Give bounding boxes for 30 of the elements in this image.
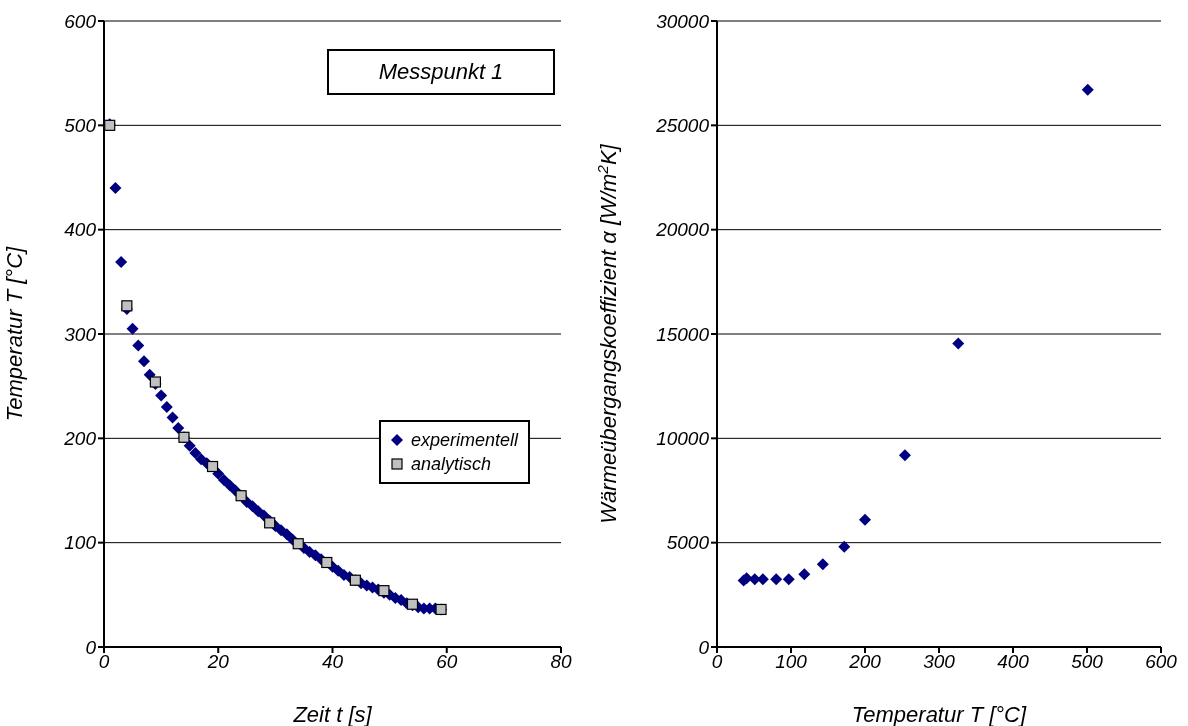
y-tick-label: 0 bbox=[85, 636, 97, 658]
y-tick-label: 30000 bbox=[656, 10, 710, 32]
y-tick-label: 300 bbox=[64, 323, 97, 345]
x-tick-label: 400 bbox=[997, 651, 1030, 673]
x-tick-label: 500 bbox=[1071, 651, 1104, 673]
x-tick-label: 80 bbox=[550, 651, 572, 673]
y-tick-label: 15000 bbox=[656, 323, 710, 345]
annotation: Messpunkt 1 bbox=[327, 49, 555, 95]
y-tick-label: 25000 bbox=[655, 115, 710, 137]
y-tick-label: 20000 bbox=[655, 219, 710, 241]
x-axis-title: Temperatur T [°C] bbox=[851, 702, 1028, 726]
y-tick-label: 5000 bbox=[666, 532, 710, 554]
x-tick-label: 200 bbox=[848, 651, 882, 673]
y-tick-label: 10000 bbox=[656, 428, 710, 450]
x-tick-label: 60 bbox=[436, 651, 458, 673]
y-tick-label: 100 bbox=[64, 532, 97, 554]
y-tick-label: 400 bbox=[64, 219, 97, 241]
y-tick-label: 0 bbox=[698, 636, 710, 658]
x-tick-label: 100 bbox=[775, 651, 808, 673]
x-tick-label: 40 bbox=[321, 651, 344, 673]
y-tick-label: 500 bbox=[64, 115, 97, 137]
x-tick-label: 600 bbox=[1145, 651, 1178, 673]
x-tick-label: 20 bbox=[206, 651, 230, 673]
x-tick-label: 300 bbox=[923, 651, 956, 673]
legend-label: experimentell bbox=[410, 429, 518, 452]
legend-label: analytisch bbox=[410, 453, 491, 476]
y-tick-label: 200 bbox=[63, 428, 97, 450]
x-axis-title: Zeit t [s] bbox=[292, 702, 373, 726]
y-tick-label: 600 bbox=[64, 10, 97, 32]
y-axis-title: Temperatur T [°C] bbox=[2, 245, 27, 422]
